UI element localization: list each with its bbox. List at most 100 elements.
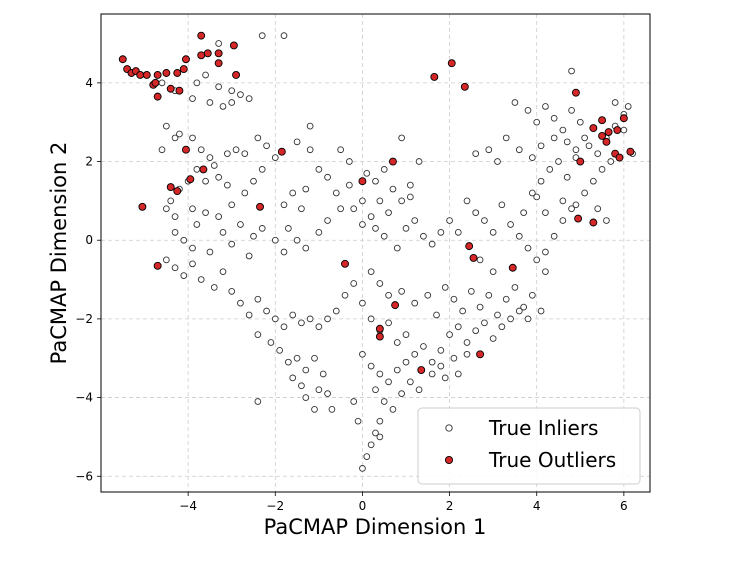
inlier-point — [245, 252, 253, 260]
inlier-point — [354, 417, 362, 425]
inlier-point — [193, 221, 201, 228]
inlier-point — [363, 169, 371, 177]
inlier-point — [306, 146, 314, 154]
inlier-point — [385, 378, 392, 386]
inlier-point — [306, 122, 314, 130]
inlier-point — [315, 323, 323, 331]
inlier-point — [446, 217, 453, 224]
inlier-point — [202, 71, 209, 79]
outlier-point — [197, 31, 206, 40]
inlier-point — [311, 406, 318, 413]
inlier-point — [332, 189, 340, 197]
inlier-point — [441, 284, 449, 291]
inlier-point — [319, 370, 327, 378]
inlier-point — [298, 205, 305, 213]
inlier-point — [376, 370, 384, 378]
inlier-point — [298, 382, 305, 390]
outlier-point — [391, 301, 400, 310]
inlier-point — [428, 240, 436, 248]
outlier-point — [197, 51, 206, 60]
inlier-point — [298, 319, 305, 327]
inlier-point — [189, 95, 196, 102]
outlier-point — [576, 157, 585, 166]
inlier-point — [376, 280, 384, 287]
y-tick-label: 4 — [85, 76, 93, 90]
inlier-point — [363, 453, 371, 460]
inlier-point — [594, 205, 602, 213]
inlier-point — [502, 134, 510, 142]
inlier-point — [481, 319, 488, 327]
inlier-point — [202, 209, 209, 217]
inlier-point — [529, 189, 536, 197]
inlier-point — [380, 232, 388, 240]
inlier-point — [324, 173, 331, 181]
outlier-point — [508, 263, 517, 272]
inlier-point — [407, 181, 414, 189]
inlier-point — [180, 236, 188, 244]
inlier-point — [389, 185, 397, 193]
inlier-point — [228, 87, 236, 95]
outlier-point — [341, 259, 349, 268]
outlier-point — [118, 55, 127, 64]
inlier-point — [437, 362, 445, 370]
inlier-point — [359, 197, 366, 205]
inlier-point — [559, 126, 567, 134]
inlier-point — [197, 276, 205, 283]
inlier-point — [515, 307, 523, 315]
inlier-point — [219, 103, 227, 110]
outlier-point — [589, 218, 598, 227]
inlier-point — [420, 343, 427, 350]
outlier-point — [619, 114, 628, 123]
inlier-point — [258, 225, 266, 232]
outlier-point — [589, 124, 598, 133]
inlier-point — [559, 217, 567, 224]
inlier-point — [359, 221, 366, 228]
inlier-point — [163, 122, 170, 130]
inlier-point — [511, 99, 519, 106]
y-tick-label: 2 — [85, 155, 93, 169]
inlier-point — [520, 209, 527, 217]
x-tick-label: 6 — [620, 499, 628, 513]
inlier-point — [463, 350, 471, 358]
inlier-point — [550, 114, 558, 122]
outlier-point — [162, 69, 171, 77]
inlier-point — [258, 166, 266, 173]
outlier-point — [214, 59, 223, 68]
inlier-point — [337, 205, 344, 213]
outlier-point — [626, 147, 635, 156]
inlier-point — [402, 331, 410, 338]
inlier-point — [289, 189, 297, 197]
inlier-point — [280, 248, 288, 256]
inlier-point — [607, 158, 615, 165]
inlier-point — [537, 307, 545, 315]
inlier-point — [350, 398, 358, 405]
inlier-point — [171, 264, 179, 272]
inlier-point — [224, 181, 231, 189]
inlier-point — [324, 315, 331, 323]
inlier-point — [228, 99, 236, 106]
inlier-point — [324, 217, 331, 224]
inlier-point — [263, 142, 270, 150]
inlier-point — [454, 370, 462, 378]
inlier-point — [407, 378, 414, 386]
outlier-point — [153, 261, 162, 270]
inlier-point — [533, 193, 541, 201]
inlier-point — [485, 291, 493, 299]
inlier-point — [232, 146, 240, 154]
inlier-point — [624, 103, 632, 110]
inlier-point — [494, 158, 501, 165]
inlier-point — [542, 103, 549, 110]
inlier-point — [424, 291, 432, 299]
inlier-point — [293, 236, 301, 244]
outlier-point — [613, 126, 622, 135]
inlier-point — [524, 244, 532, 252]
inlier-point — [546, 166, 554, 173]
inlier-point — [489, 335, 497, 342]
inlier-point — [415, 386, 423, 394]
inlier-point — [280, 323, 288, 331]
inlier-point — [250, 177, 257, 185]
inlier-point — [537, 142, 545, 150]
outlier-point — [358, 177, 367, 186]
inlier-point — [572, 146, 580, 154]
inlier-point — [276, 347, 283, 354]
